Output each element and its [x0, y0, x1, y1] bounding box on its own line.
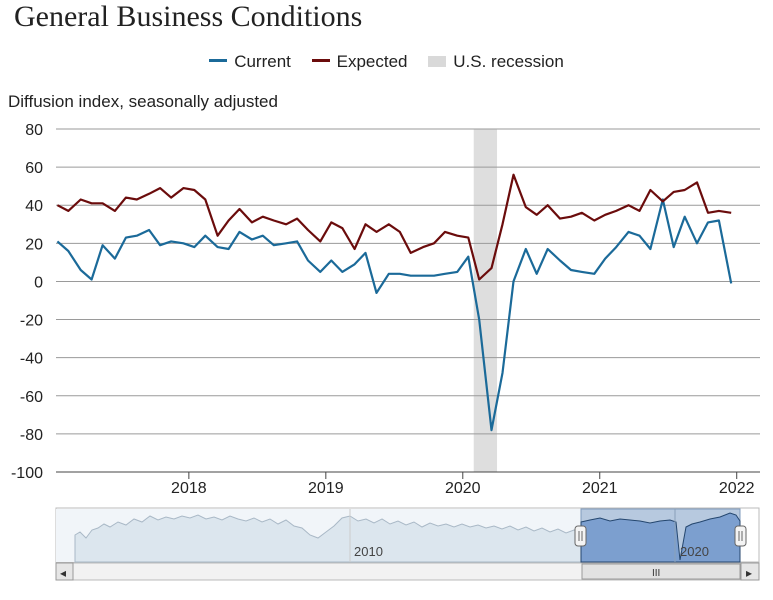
expected-swatch: [311, 59, 330, 63]
scrollbar-left-button[interactable]: ◂: [55, 562, 74, 581]
navigator-right-handle[interactable]: [734, 525, 747, 547]
navigator-label-2010: 2010: [354, 544, 383, 559]
y-tick-label--100: -100: [11, 465, 43, 482]
current-swatch: [209, 59, 228, 63]
scroll-left-arrow-icon: ◂: [60, 566, 66, 580]
legend: Current Expected U.S. recession: [0, 52, 773, 72]
navigator-selected-series: [580, 512, 741, 563]
y-tick-label-20: 20: [25, 236, 43, 253]
y-tick-label-60: 60: [25, 160, 43, 177]
x-tick-label-2019: 2019: [308, 480, 344, 497]
y-tick-label--60: -60: [20, 389, 43, 406]
series-line-expected: [56, 173, 732, 281]
scroll-right-arrow-icon: ▸: [746, 566, 752, 580]
y-tick-label--40: -40: [20, 351, 43, 368]
legend-item-recession[interactable]: U.S. recession: [428, 52, 564, 72]
y-tick-label-80: 80: [25, 122, 43, 139]
legend-item-expected[interactable]: Expected: [311, 52, 408, 72]
x-tick-label-2021: 2021: [582, 480, 618, 497]
series-line-current: [56, 198, 733, 432]
navigator-label-2020: 2020: [680, 544, 709, 559]
chart-title: General Business Conditions: [14, 0, 363, 33]
x-tick-label-2018: 2018: [171, 480, 207, 497]
legend-label-expected: Expected: [336, 52, 408, 71]
legend-item-current[interactable]: Current: [209, 52, 291, 72]
legend-label-current: Current: [234, 52, 291, 71]
navigator-history-series: [74, 514, 582, 563]
y-axis-title: Diffusion index, seasonally adjusted: [8, 92, 278, 111]
x-tick-label-2020: 2020: [445, 480, 481, 497]
y-tick-label--20: -20: [20, 313, 43, 330]
scrollbar-grip-icon: III: [652, 568, 660, 579]
main-chart: 80 60 40 20 0 -20 -40 -60 -80 -100 2018 2019 2020 202…: [11, 122, 760, 497]
y-tick-label-0: 0: [34, 274, 43, 291]
scrollbar-thumb[interactable]: III: [581, 563, 741, 580]
y-tick-label--80: -80: [20, 427, 43, 444]
recession-swatch: [428, 56, 447, 68]
x-tick-label-2022: 2022: [719, 480, 755, 497]
recession-band: [473, 129, 498, 472]
scrollbar-right-button[interactable]: ▸: [740, 562, 760, 581]
legend-label-recession: U.S. recession: [453, 52, 564, 71]
navigator-left-handle[interactable]: [574, 525, 587, 547]
y-tick-label-40: 40: [25, 198, 43, 215]
